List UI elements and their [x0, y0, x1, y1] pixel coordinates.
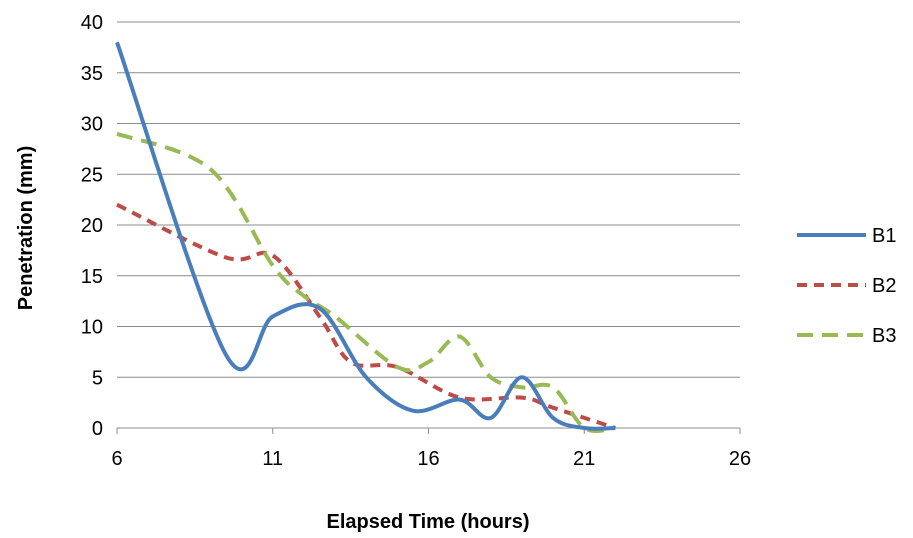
x-tick-label: 11: [262, 448, 283, 470]
legend-label-b2: B2: [872, 275, 896, 297]
series-lines: [115, 41, 617, 433]
x-tick-label: 16: [417, 448, 439, 470]
y-tick-label: 40: [81, 12, 103, 34]
series-line-b1: [115, 41, 616, 431]
x-tick-label: 21: [573, 448, 595, 470]
y-axis-title: Penetration (mm): [15, 146, 37, 310]
x-axis-title: Elapsed Time (hours): [326, 511, 529, 533]
y-tick-label: 30: [81, 114, 103, 136]
gridlines: [117, 21, 740, 378]
y-tick-label: 15: [81, 266, 103, 288]
legend: B1 B2 B3: [797, 225, 896, 347]
y-tick-label: 20: [81, 215, 103, 237]
y-tick-label: 5: [92, 367, 103, 389]
legend-label-b3: B3: [872, 325, 896, 347]
series-line-b2: [116, 202, 617, 430]
y-tick-label: 10: [81, 317, 103, 339]
y-tick-label: 0: [92, 418, 103, 440]
y-tick-label: 25: [81, 164, 103, 186]
axes: 0 5 10 15 20 25 30 35 40 6 11 16 21 26: [81, 12, 751, 470]
y-tick-label: 35: [81, 63, 103, 85]
legend-label-b1: B1: [872, 225, 896, 247]
x-tick-label: 6: [111, 448, 122, 470]
series-line-b3: [116, 131, 616, 433]
x-tick-label: 26: [729, 448, 751, 470]
